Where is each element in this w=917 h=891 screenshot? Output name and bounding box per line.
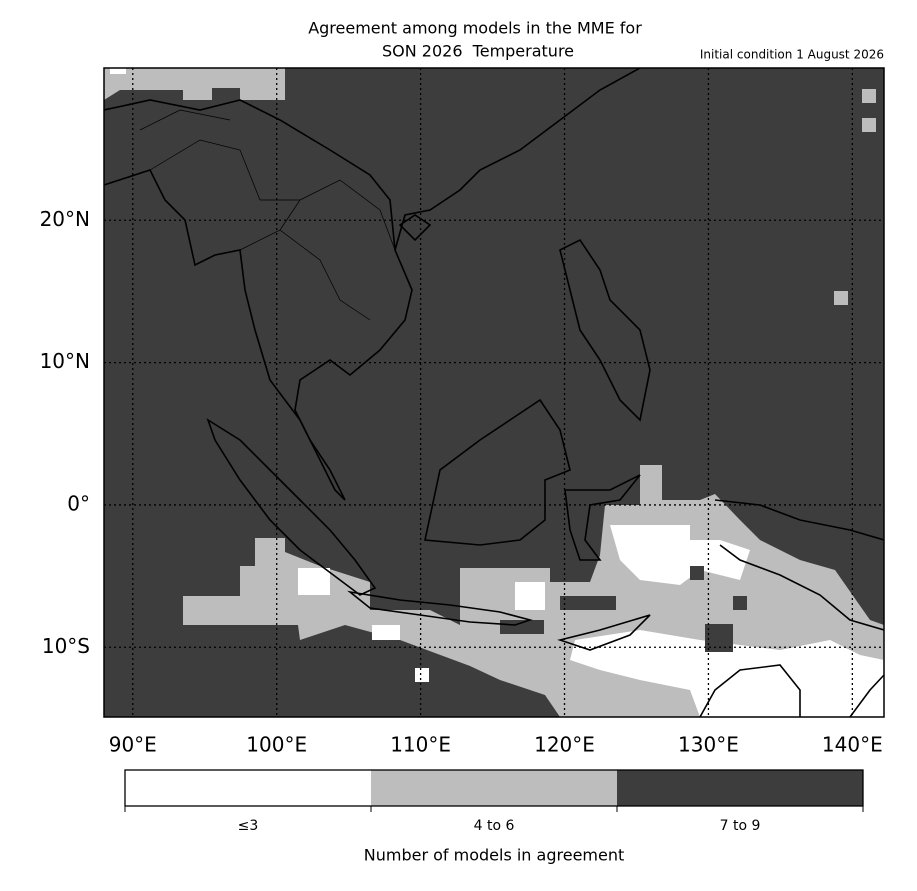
graticule xyxy=(104,68,884,717)
map-frame xyxy=(103,67,885,718)
colorbar-swatch xyxy=(371,770,617,806)
colorbar-swatch xyxy=(125,770,371,806)
tick-labels: 90°E 100°E 110°E 120°E 130°E 140°E 20°N 10°N 0° 1… xyxy=(40,207,883,757)
agreement-7-to-9-inclusions xyxy=(500,566,747,652)
title-line: SON 2026 Temperature xyxy=(382,42,574,61)
lat-tick-label: 0° xyxy=(67,491,90,515)
colorbar: ≤3 4 to 6 7 to 9 xyxy=(124,769,864,834)
lon-tick-label: 120°E xyxy=(534,733,595,757)
lat-tick-label: 20°N xyxy=(40,207,90,231)
lon-tick-label: 90°E xyxy=(109,733,157,757)
lon-tick-label: 130°E xyxy=(678,733,739,757)
title-line: Agreement among models in the MME for xyxy=(308,19,642,38)
colorbar-tick-label: 4 to 6 xyxy=(474,818,515,834)
lat-tick-label: 10°S xyxy=(42,634,90,658)
borders xyxy=(139,109,396,321)
colorbar-tick-label: 7 to 9 xyxy=(720,818,761,834)
colorbar-frame xyxy=(124,769,864,807)
lon-tick-label: 110°E xyxy=(390,733,451,757)
lon-tick-label: 140°E xyxy=(822,733,883,757)
map-area xyxy=(104,68,884,717)
colorbar-swatch xyxy=(617,770,863,806)
lon-tick-label: 100°E xyxy=(246,733,307,757)
colorbar-label: Number of models in agreement xyxy=(364,846,625,865)
lat-tick-label: 10°N xyxy=(40,349,90,373)
colorbar-tick-label: ≤3 xyxy=(238,818,259,834)
subtitle: Initial condition 1 August 2026 xyxy=(700,48,884,62)
agreement-3-or-less xyxy=(110,68,884,717)
coastlines xyxy=(104,68,884,717)
